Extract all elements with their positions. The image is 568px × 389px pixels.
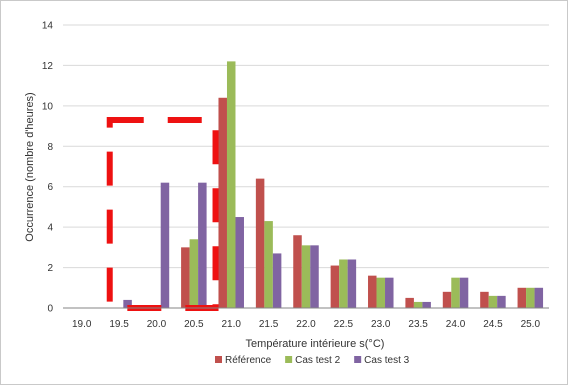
bar (517, 287, 527, 308)
bar (235, 217, 244, 308)
legend-label: Cas test 2 (295, 355, 340, 366)
bar (339, 259, 348, 308)
bar (301, 245, 311, 308)
bar (368, 275, 377, 308)
x-tick-label: 19.0 (72, 319, 92, 330)
x-tick-label: 24.5 (483, 319, 503, 330)
x-tick-label: 21.0 (221, 319, 241, 330)
bar (198, 182, 207, 308)
bar (405, 297, 414, 308)
x-tick-label: 25.0 (521, 319, 541, 330)
bar (526, 287, 535, 308)
x-tick-label: 19.5 (109, 319, 129, 330)
bar (385, 277, 394, 308)
bar (451, 277, 460, 308)
bar (442, 291, 452, 308)
gridlines (63, 24, 549, 269)
y-tick-label: 14 (42, 21, 54, 32)
legend-swatch (285, 356, 293, 363)
x-axis-ticks: 19.0 19.5 20.0 20.5 21.0 21.5 22.0 22.5 23.0 23.5… (72, 319, 541, 330)
bar (272, 253, 282, 308)
legend-swatch (215, 356, 222, 363)
bar (293, 235, 302, 308)
bar (123, 299, 132, 308)
bar (218, 97, 227, 309)
bar (347, 259, 357, 308)
x-tick-label: 20.0 (147, 319, 167, 330)
bar (488, 295, 498, 308)
y-tick-label: 0 (47, 304, 53, 315)
legend-label: Référence (225, 355, 272, 366)
bar (181, 247, 190, 308)
annotation-layer (106, 117, 219, 311)
y-axis-title: Occurrence (nombre d'heures) (24, 92, 36, 241)
bars (123, 61, 544, 309)
x-tick-label: 24.0 (446, 319, 466, 330)
bar (422, 301, 431, 308)
legend-swatch (354, 356, 362, 363)
y-tick-label: 10 (42, 101, 54, 112)
bar (413, 301, 423, 308)
x-tick-label: 23.5 (408, 319, 428, 330)
y-tick-label: 12 (42, 61, 54, 72)
bar (534, 287, 544, 308)
x-tick-label: 22.5 (334, 319, 354, 330)
x-tick-label: 22.0 (296, 319, 316, 330)
y-tick-label: 4 (47, 223, 53, 234)
annotation-dashed-rectangle (106, 117, 219, 311)
bar (160, 182, 170, 308)
bar (376, 277, 386, 308)
legend-label: Cas test 3 (364, 355, 409, 366)
bar (459, 277, 469, 308)
x-tick-label: 21.5 (259, 319, 279, 330)
y-axis-ticks: 0 2 4 6 8 10 12 14 (42, 21, 54, 315)
bar (480, 291, 489, 308)
bar (226, 61, 236, 309)
x-tick-label: 23.0 (371, 319, 391, 330)
y-tick-label: 6 (47, 182, 53, 193)
x-axis-title: Température intérieure s(°C) (246, 338, 385, 350)
bar (310, 245, 319, 308)
bar (264, 221, 273, 308)
bar (255, 178, 265, 308)
bar (189, 239, 199, 308)
y-tick-label: 2 (47, 263, 53, 274)
x-tick-label: 20.5 (184, 319, 204, 330)
bar (330, 265, 340, 308)
bar (497, 295, 506, 308)
y-tick-label: 8 (47, 142, 53, 153)
legend: Référence Cas test 2 Cas test 3 (215, 355, 410, 366)
